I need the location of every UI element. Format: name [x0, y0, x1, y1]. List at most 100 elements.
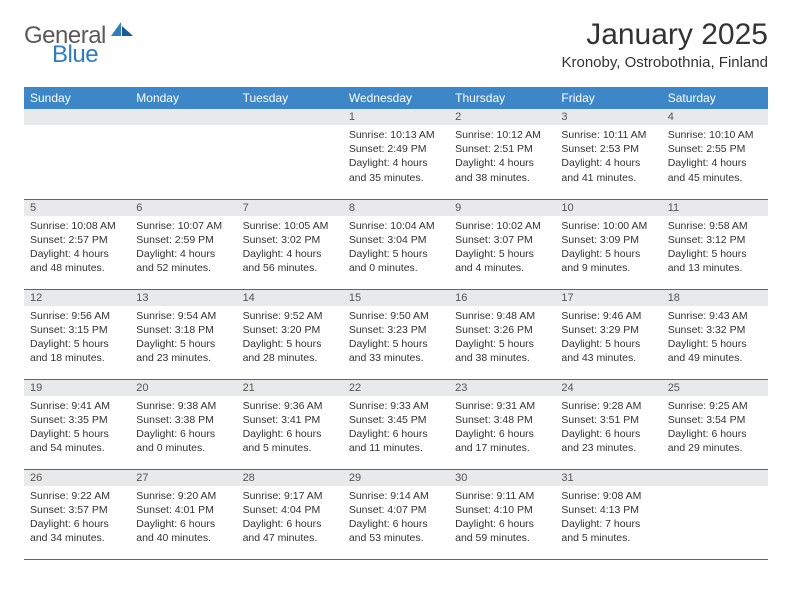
- calendar-week-row: 12Sunrise: 9:56 AMSunset: 3:15 PMDayligh…: [24, 289, 768, 379]
- daynum-row: 20: [130, 380, 236, 396]
- weekday-header: Sunday: [24, 87, 130, 109]
- weekday-header: Monday: [130, 87, 236, 109]
- cell-body: Sunrise: 10:08 AMSunset: 2:57 PMDaylight…: [24, 216, 130, 280]
- calendar-cell: 18Sunrise: 9:43 AMSunset: 3:32 PMDayligh…: [662, 289, 768, 379]
- day-number: 19: [24, 380, 130, 396]
- calendar-cell: 11Sunrise: 9:58 AMSunset: 3:12 PMDayligh…: [662, 199, 768, 289]
- weekday-header: Tuesday: [237, 87, 343, 109]
- calendar-cell: 1Sunrise: 10:13 AMSunset: 2:49 PMDayligh…: [343, 109, 449, 199]
- cell-body: Sunrise: 10:00 AMSunset: 3:09 PMDaylight…: [555, 216, 661, 280]
- calendar-cell: 8Sunrise: 10:04 AMSunset: 3:04 PMDayligh…: [343, 199, 449, 289]
- day-number: 12: [24, 290, 130, 306]
- cell-body: Sunrise: 9:36 AMSunset: 3:41 PMDaylight:…: [237, 396, 343, 460]
- daynum-empty: [662, 470, 768, 486]
- day-number: 26: [24, 470, 130, 486]
- daynum-row: 17: [555, 290, 661, 306]
- daynum-row: 1: [343, 109, 449, 125]
- calendar-cell: 13Sunrise: 9:54 AMSunset: 3:18 PMDayligh…: [130, 289, 236, 379]
- calendar-cell: 3Sunrise: 10:11 AMSunset: 2:53 PMDayligh…: [555, 109, 661, 199]
- calendar-cell: 24Sunrise: 9:28 AMSunset: 3:51 PMDayligh…: [555, 379, 661, 469]
- day-number: 18: [662, 290, 768, 306]
- calendar-cell: 15Sunrise: 9:50 AMSunset: 3:23 PMDayligh…: [343, 289, 449, 379]
- calendar-cell: 31Sunrise: 9:08 AMSunset: 4:13 PMDayligh…: [555, 469, 661, 559]
- calendar-cell: 10Sunrise: 10:00 AMSunset: 3:09 PMDaylig…: [555, 199, 661, 289]
- day-number: 4: [662, 109, 768, 125]
- cell-body: Sunrise: 9:11 AMSunset: 4:10 PMDaylight:…: [449, 486, 555, 550]
- day-number: 24: [555, 380, 661, 396]
- day-number: 2: [449, 109, 555, 125]
- calendar-cell: 26Sunrise: 9:22 AMSunset: 3:57 PMDayligh…: [24, 469, 130, 559]
- daynum-row: 25: [662, 380, 768, 396]
- calendar-cell: 6Sunrise: 10:07 AMSunset: 2:59 PMDayligh…: [130, 199, 236, 289]
- daynum-row: 26: [24, 470, 130, 486]
- calendar-cell: 9Sunrise: 10:02 AMSunset: 3:07 PMDayligh…: [449, 199, 555, 289]
- cell-body: Sunrise: 10:07 AMSunset: 2:59 PMDaylight…: [130, 216, 236, 280]
- calendar-cell: 19Sunrise: 9:41 AMSunset: 3:35 PMDayligh…: [24, 379, 130, 469]
- day-number: 29: [343, 470, 449, 486]
- daynum-row: 9: [449, 200, 555, 216]
- day-number: 7: [237, 200, 343, 216]
- cell-body: Sunrise: 9:28 AMSunset: 3:51 PMDaylight:…: [555, 396, 661, 460]
- day-number: 30: [449, 470, 555, 486]
- daynum-row: 15: [343, 290, 449, 306]
- calendar-cell: 17Sunrise: 9:46 AMSunset: 3:29 PMDayligh…: [555, 289, 661, 379]
- day-number: 15: [343, 290, 449, 306]
- calendar-cell: 29Sunrise: 9:14 AMSunset: 4:07 PMDayligh…: [343, 469, 449, 559]
- day-number: 3: [555, 109, 661, 125]
- calendar-cell: 5Sunrise: 10:08 AMSunset: 2:57 PMDayligh…: [24, 199, 130, 289]
- daynum-row: 31: [555, 470, 661, 486]
- calendar-cell: 16Sunrise: 9:48 AMSunset: 3:26 PMDayligh…: [449, 289, 555, 379]
- daynum-row: 10: [555, 200, 661, 216]
- calendar-cell: 28Sunrise: 9:17 AMSunset: 4:04 PMDayligh…: [237, 469, 343, 559]
- day-number: 22: [343, 380, 449, 396]
- weekday-header: Saturday: [662, 87, 768, 109]
- cell-body: Sunrise: 9:17 AMSunset: 4:04 PMDaylight:…: [237, 486, 343, 550]
- calendar-table: SundayMondayTuesdayWednesdayThursdayFrid…: [24, 87, 768, 560]
- calendar-week-row: 19Sunrise: 9:41 AMSunset: 3:35 PMDayligh…: [24, 379, 768, 469]
- calendar-cell: 30Sunrise: 9:11 AMSunset: 4:10 PMDayligh…: [449, 469, 555, 559]
- cell-body: Sunrise: 10:05 AMSunset: 3:02 PMDaylight…: [237, 216, 343, 280]
- daynum-row: 22: [343, 380, 449, 396]
- cell-body: Sunrise: 9:20 AMSunset: 4:01 PMDaylight:…: [130, 486, 236, 550]
- daynum-empty: [130, 109, 236, 125]
- cell-body: Sunrise: 9:38 AMSunset: 3:38 PMDaylight:…: [130, 396, 236, 460]
- cell-body: Sunrise: 10:12 AMSunset: 2:51 PMDaylight…: [449, 125, 555, 189]
- weekday-header: Wednesday: [343, 87, 449, 109]
- cell-body: Sunrise: 9:25 AMSunset: 3:54 PMDaylight:…: [662, 396, 768, 460]
- cell-body: Sunrise: 10:04 AMSunset: 3:04 PMDaylight…: [343, 216, 449, 280]
- daynum-row: 14: [237, 290, 343, 306]
- day-number: 6: [130, 200, 236, 216]
- calendar-cell: [130, 109, 236, 199]
- day-number: 11: [662, 200, 768, 216]
- calendar-cell: 20Sunrise: 9:38 AMSunset: 3:38 PMDayligh…: [130, 379, 236, 469]
- cell-body: Sunrise: 10:02 AMSunset: 3:07 PMDaylight…: [449, 216, 555, 280]
- daynum-row: 23: [449, 380, 555, 396]
- calendar-cell: 25Sunrise: 9:25 AMSunset: 3:54 PMDayligh…: [662, 379, 768, 469]
- day-number: 23: [449, 380, 555, 396]
- cell-body: Sunrise: 9:41 AMSunset: 3:35 PMDaylight:…: [24, 396, 130, 460]
- day-number: 14: [237, 290, 343, 306]
- day-number: 17: [555, 290, 661, 306]
- cell-body: Sunrise: 9:08 AMSunset: 4:13 PMDaylight:…: [555, 486, 661, 550]
- cell-body: Sunrise: 10:13 AMSunset: 2:49 PMDaylight…: [343, 125, 449, 189]
- day-number: 25: [662, 380, 768, 396]
- cell-body: Sunrise: 9:22 AMSunset: 3:57 PMDaylight:…: [24, 486, 130, 550]
- calendar-week-row: 5Sunrise: 10:08 AMSunset: 2:57 PMDayligh…: [24, 199, 768, 289]
- daynum-row: 8: [343, 200, 449, 216]
- daynum-row: 13: [130, 290, 236, 306]
- daynum-row: 28: [237, 470, 343, 486]
- calendar-week-row: 1Sunrise: 10:13 AMSunset: 2:49 PMDayligh…: [24, 109, 768, 199]
- daynum-row: 7: [237, 200, 343, 216]
- day-number: 1: [343, 109, 449, 125]
- daynum-row: 29: [343, 470, 449, 486]
- calendar-cell: 7Sunrise: 10:05 AMSunset: 3:02 PMDayligh…: [237, 199, 343, 289]
- day-number: 20: [130, 380, 236, 396]
- cell-body: Sunrise: 9:46 AMSunset: 3:29 PMDaylight:…: [555, 306, 661, 370]
- day-number: 21: [237, 380, 343, 396]
- cell-body: Sunrise: 9:54 AMSunset: 3:18 PMDaylight:…: [130, 306, 236, 370]
- daynum-row: 24: [555, 380, 661, 396]
- calendar-cell: [237, 109, 343, 199]
- calendar-cell: 12Sunrise: 9:56 AMSunset: 3:15 PMDayligh…: [24, 289, 130, 379]
- weekday-header: Friday: [555, 87, 661, 109]
- daynum-row: 19: [24, 380, 130, 396]
